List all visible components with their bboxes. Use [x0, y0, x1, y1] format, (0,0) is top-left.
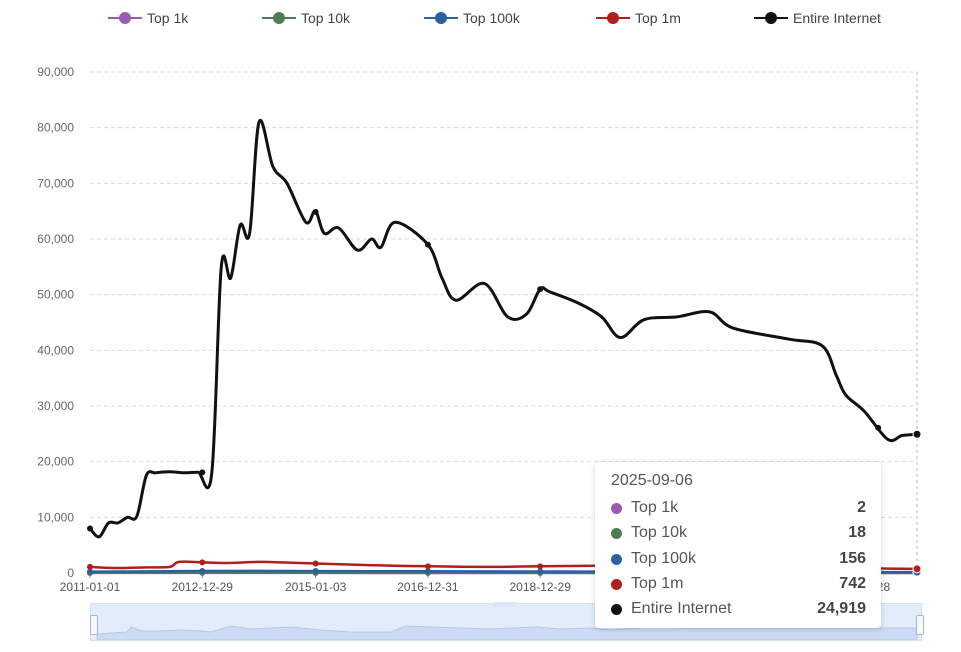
legend-marker-icon	[596, 12, 630, 24]
y-tick-label: 0	[67, 566, 74, 580]
legend-item-top-10k[interactable]: Top 10k	[262, 4, 350, 32]
data-point	[537, 568, 544, 575]
legend-label: Top 1m	[635, 10, 681, 26]
y-tick-label: 30,000	[37, 399, 74, 413]
tooltip-row-top-10k: Top 10k 18	[611, 522, 866, 544]
x-tick-label: 2012-12-29	[172, 580, 234, 594]
hover-point	[912, 429, 922, 439]
data-point	[424, 241, 431, 248]
data-point	[199, 559, 206, 566]
legend-label: Top 100k	[463, 10, 520, 26]
legend-item-top-1m[interactable]: Top 1m	[596, 4, 681, 32]
data-point	[312, 560, 319, 567]
series-dot-icon	[611, 578, 622, 590]
hover-point	[912, 564, 922, 574]
y-tick-label: 40,000	[37, 343, 74, 357]
tooltip-series-value: 742	[839, 575, 866, 592]
x-tick-label: 2016-12-31	[397, 580, 459, 594]
x-tick-label: 2011-01-01	[60, 580, 121, 594]
data-point	[199, 567, 206, 574]
y-tick-label: 50,000	[37, 288, 74, 302]
tooltip-series-value: 24,919	[817, 600, 866, 617]
data-point	[87, 568, 93, 575]
data-point	[424, 568, 431, 575]
legend-marker-icon	[754, 12, 788, 24]
legend-label: Entire Internet	[793, 10, 881, 26]
series-dot-icon	[611, 527, 622, 539]
tooltip-row-entire-internet: Entire Internet 24,919	[611, 598, 866, 620]
x-tick-label: 2015-01-03	[285, 580, 347, 594]
legend: Top 1k Top 10k Top 100k Top 1m Entire In…	[0, 4, 961, 32]
tooltip-series-value: 2	[857, 499, 866, 516]
tooltip-date: 2025-09-06	[611, 472, 693, 489]
y-tick-label: 70,000	[37, 176, 74, 190]
legend-marker-icon	[108, 12, 142, 24]
legend-label: Top 1k	[147, 10, 189, 26]
x-tick-label: 2018-12-29	[510, 580, 572, 594]
slider-grip[interactable]	[494, 602, 518, 607]
data-point	[87, 563, 93, 570]
legend-marker-icon	[424, 12, 458, 24]
data-point	[312, 568, 319, 575]
data-point	[875, 424, 882, 431]
legend-item-entire-internet[interactable]: Entire Internet	[754, 4, 881, 32]
y-tick-label: 20,000	[37, 455, 74, 469]
slider-end-handle[interactable]	[916, 615, 924, 635]
legend-item-top-100k[interactable]: Top 100k	[424, 4, 520, 32]
legend-marker-icon	[262, 12, 296, 24]
data-tooltip: 2025-09-06 Top 1k 2 Top 10k 18 Top 100k …	[595, 462, 881, 628]
tooltip-row-top-1k: Top 1k 2	[611, 497, 866, 519]
tooltip-series-value: 156	[839, 550, 866, 567]
tooltip-series-name: Top 1k	[631, 499, 679, 516]
tooltip-series-name: Top 10k	[631, 524, 688, 541]
series-dot-icon	[611, 553, 622, 565]
data-point	[199, 469, 206, 476]
tooltip-series-value: 18	[848, 524, 866, 541]
data-point	[424, 563, 431, 570]
series-dot-icon	[611, 502, 622, 514]
legend-label: Top 10k	[301, 10, 351, 26]
y-tick-label: 60,000	[37, 232, 74, 246]
tooltip-series-name: Top 100k	[631, 550, 696, 567]
y-tick-label: 80,000	[37, 121, 74, 135]
tooltip-row-top-100k: Top 100k 156	[611, 548, 866, 570]
series-dot-icon	[611, 603, 622, 615]
tooltip-series-name: Top 1m	[631, 575, 684, 592]
y-axis: 0 10,000 20,000 30,000 40,000 50,000 60,000 70,…	[37, 65, 74, 580]
tooltip-row-top-1m: Top 1m 742	[611, 573, 866, 595]
slider-preview	[96, 625, 918, 640]
data-point	[312, 208, 319, 215]
grid	[90, 71, 918, 573]
tooltip-series-name: Entire Internet	[631, 600, 732, 617]
slider-start-handle[interactable]	[90, 615, 98, 635]
data-point	[537, 286, 544, 293]
series-line-entire-internet	[88, 118, 918, 539]
legend-item-top-1k[interactable]: Top 1k	[108, 4, 188, 32]
y-tick-label: 10,000	[37, 510, 74, 524]
data-point	[87, 525, 93, 532]
data-point	[537, 563, 544, 570]
y-tick-label: 90,000	[37, 65, 74, 79]
